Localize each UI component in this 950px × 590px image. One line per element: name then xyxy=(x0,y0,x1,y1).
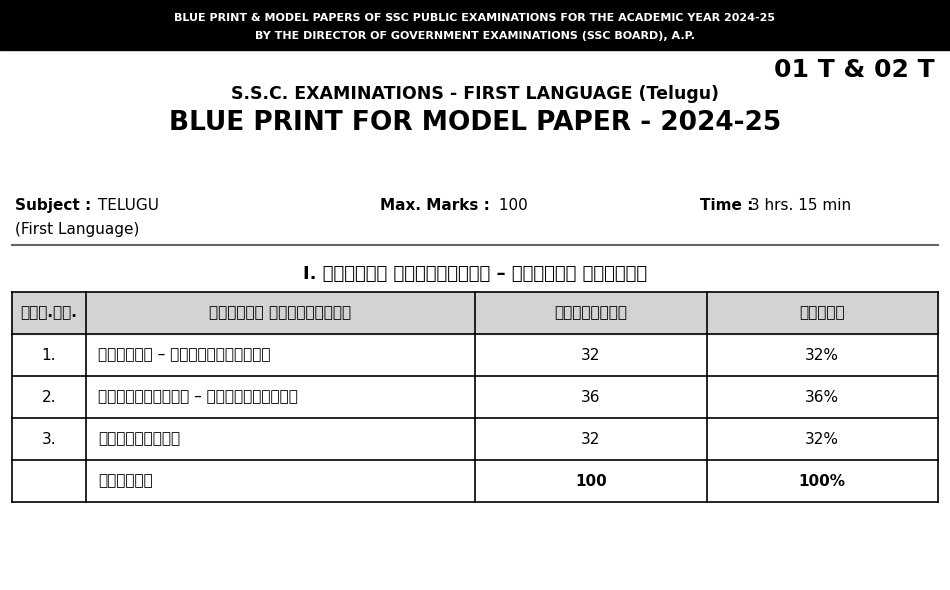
Text: S.S.C. EXAMINATIONS - FIRST LANGUAGE (Telugu): S.S.C. EXAMINATIONS - FIRST LANGUAGE (Te… xyxy=(231,85,719,103)
Text: 36: 36 xyxy=(581,389,600,405)
Text: 32: 32 xyxy=(581,348,600,362)
Text: 32%: 32% xyxy=(806,348,839,362)
Text: వ్యక్తీకరణ – సృజనాత్మకత: వ్యక్తీకరణ – సృజనాత్మకత xyxy=(98,389,298,405)
Text: 01 T & 02 T: 01 T & 02 T xyxy=(774,58,935,82)
Text: మొత్తం: మొత్తం xyxy=(98,474,153,489)
Text: 3.: 3. xyxy=(42,431,56,447)
Text: భాషాంశాలు: భాషాంశాలు xyxy=(98,431,180,447)
Text: 2.: 2. xyxy=(42,389,56,405)
Text: అవగాహన – ప్రతిస్పందన: అవగాహన – ప్రతిస్పందన xyxy=(98,348,271,362)
Text: Subject :: Subject : xyxy=(15,198,91,213)
Text: Time :: Time : xyxy=(700,198,753,213)
Text: 100%: 100% xyxy=(799,474,846,489)
Text: శాతము: శాతము xyxy=(800,306,846,320)
Text: విద్యా ప్రమాణాలు: విద్యా ప్రమాణాలు xyxy=(210,306,352,320)
Text: క్ర.సం.: క్ర.సం. xyxy=(21,306,78,320)
Bar xyxy=(0,0,950,50)
Text: TELUGU: TELUGU xyxy=(93,198,159,213)
Text: 100: 100 xyxy=(575,474,607,489)
Text: 32: 32 xyxy=(581,431,600,447)
Text: Max. Marks :: Max. Marks : xyxy=(380,198,490,213)
Text: 100: 100 xyxy=(494,198,528,213)
Text: 36%: 36% xyxy=(806,389,839,405)
Text: (First Language): (First Language) xyxy=(15,222,140,237)
Text: 3 hrs. 15 min: 3 hrs. 15 min xyxy=(745,198,851,213)
Text: I. విద్యా ప్రమాణాలు – భారత్వ పట్టిక: I. విద్యా ప్రమాణాలు – భారత్వ పట్టిక xyxy=(303,265,647,283)
Text: BLUE PRINT FOR MODEL PAPER - 2024-25: BLUE PRINT FOR MODEL PAPER - 2024-25 xyxy=(169,110,781,136)
Text: BY THE DIRECTOR OF GOVERNMENT EXAMINATIONS (SSC BOARD), A.P.: BY THE DIRECTOR OF GOVERNMENT EXAMINATIO… xyxy=(255,31,695,41)
Text: BLUE PRINT & MODEL PAPERS OF SSC PUBLIC EXAMINATIONS FOR THE ACADEMIC YEAR 2024-: BLUE PRINT & MODEL PAPERS OF SSC PUBLIC … xyxy=(175,13,775,23)
Text: మార్కులు: మార్కులు xyxy=(554,306,627,320)
Bar xyxy=(12,292,938,334)
Text: 32%: 32% xyxy=(806,431,839,447)
Text: 1.: 1. xyxy=(42,348,56,362)
